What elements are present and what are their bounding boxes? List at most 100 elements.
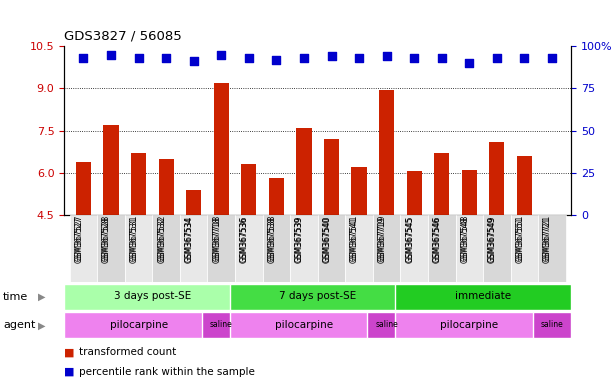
Point xyxy=(161,55,171,61)
Text: GSM367538: GSM367538 xyxy=(268,215,276,262)
Bar xyxy=(517,156,532,215)
FancyBboxPatch shape xyxy=(456,215,483,282)
Bar xyxy=(241,164,257,215)
Text: saline: saline xyxy=(210,320,233,329)
Text: GSM367528: GSM367528 xyxy=(102,217,111,263)
Text: ■: ■ xyxy=(64,367,75,377)
Bar xyxy=(351,167,367,215)
Text: GSM367540: GSM367540 xyxy=(323,215,332,262)
Bar xyxy=(406,171,422,215)
Text: GSM367545: GSM367545 xyxy=(405,217,414,263)
Point xyxy=(327,53,337,59)
Text: GSM367551: GSM367551 xyxy=(516,217,524,263)
FancyBboxPatch shape xyxy=(202,313,241,338)
FancyBboxPatch shape xyxy=(511,215,538,282)
Bar xyxy=(296,128,312,215)
Text: GSM367531: GSM367531 xyxy=(130,217,139,263)
FancyBboxPatch shape xyxy=(533,313,571,338)
FancyBboxPatch shape xyxy=(230,313,378,338)
Text: immediate: immediate xyxy=(455,291,511,301)
Text: GSM367541: GSM367541 xyxy=(350,215,359,262)
Text: GSM367528: GSM367528 xyxy=(102,215,111,261)
Text: GSM367532: GSM367532 xyxy=(157,217,166,263)
Bar xyxy=(76,162,91,215)
FancyBboxPatch shape xyxy=(373,215,400,282)
Text: GSM367718: GSM367718 xyxy=(212,215,221,261)
FancyBboxPatch shape xyxy=(428,215,456,282)
FancyBboxPatch shape xyxy=(64,313,213,338)
Text: GSM367536: GSM367536 xyxy=(240,215,249,262)
Text: GSM367548: GSM367548 xyxy=(460,217,469,263)
Point xyxy=(354,55,364,61)
Bar xyxy=(214,83,229,215)
Text: GSM367541: GSM367541 xyxy=(350,217,359,263)
Bar xyxy=(131,153,146,215)
Text: GSM367538: GSM367538 xyxy=(268,217,276,263)
Text: GSM367539: GSM367539 xyxy=(295,217,304,263)
FancyBboxPatch shape xyxy=(395,284,571,310)
Bar xyxy=(489,142,505,215)
Point xyxy=(271,56,281,63)
Text: GSM367539: GSM367539 xyxy=(295,215,304,262)
Text: agent: agent xyxy=(3,320,35,331)
Text: GDS3827 / 56085: GDS3827 / 56085 xyxy=(64,29,182,42)
Text: GSM367546: GSM367546 xyxy=(433,215,442,262)
Text: GSM367719: GSM367719 xyxy=(378,215,387,262)
Text: GSM367551: GSM367551 xyxy=(516,215,524,262)
Text: GSM367719: GSM367719 xyxy=(378,217,387,263)
FancyBboxPatch shape xyxy=(125,215,152,282)
Text: GSM367527: GSM367527 xyxy=(75,217,84,263)
FancyBboxPatch shape xyxy=(345,215,373,282)
FancyBboxPatch shape xyxy=(318,215,345,282)
Text: pilocarpine: pilocarpine xyxy=(441,320,499,330)
Text: GSM367534: GSM367534 xyxy=(185,215,194,262)
Bar xyxy=(103,125,119,215)
FancyBboxPatch shape xyxy=(64,284,241,310)
FancyBboxPatch shape xyxy=(395,313,544,338)
Text: ▶: ▶ xyxy=(38,320,45,331)
Bar xyxy=(379,90,394,215)
Point xyxy=(189,58,199,65)
Text: GSM367548: GSM367548 xyxy=(460,215,469,262)
Bar xyxy=(434,153,449,215)
FancyBboxPatch shape xyxy=(208,215,235,282)
Bar xyxy=(324,139,339,215)
Text: time: time xyxy=(3,291,28,302)
Text: saline: saline xyxy=(375,320,398,329)
Text: GSM367549: GSM367549 xyxy=(488,215,497,262)
Text: 3 days post-SE: 3 days post-SE xyxy=(114,291,191,301)
Point xyxy=(134,55,144,61)
FancyBboxPatch shape xyxy=(290,215,318,282)
Text: ■: ■ xyxy=(64,347,75,357)
Text: GSM367718: GSM367718 xyxy=(212,217,221,263)
Text: saline: saline xyxy=(541,320,563,329)
Text: GSM367545: GSM367545 xyxy=(405,215,414,262)
Point xyxy=(382,53,392,59)
Point xyxy=(464,60,474,66)
Point xyxy=(216,51,226,58)
FancyBboxPatch shape xyxy=(97,215,125,282)
Text: GSM367534: GSM367534 xyxy=(185,217,194,263)
Text: GSM367531: GSM367531 xyxy=(130,215,139,262)
Text: GSM367540: GSM367540 xyxy=(323,217,332,263)
FancyBboxPatch shape xyxy=(367,313,406,338)
Point xyxy=(106,51,116,58)
Text: pilocarpine: pilocarpine xyxy=(109,320,167,330)
FancyBboxPatch shape xyxy=(400,215,428,282)
Text: GSM367532: GSM367532 xyxy=(157,215,166,262)
Text: pilocarpine: pilocarpine xyxy=(275,320,333,330)
FancyBboxPatch shape xyxy=(263,215,290,282)
Text: GSM367536: GSM367536 xyxy=(240,217,249,263)
Text: 7 days post-SE: 7 days post-SE xyxy=(279,291,356,301)
Text: GSM367546: GSM367546 xyxy=(433,217,442,263)
Text: GSM367721: GSM367721 xyxy=(543,217,552,263)
Point xyxy=(244,55,254,61)
FancyBboxPatch shape xyxy=(483,215,511,282)
Bar xyxy=(462,170,477,215)
FancyBboxPatch shape xyxy=(230,284,406,310)
Text: GSM367549: GSM367549 xyxy=(488,217,497,263)
Point xyxy=(299,55,309,61)
Bar xyxy=(269,179,284,215)
Text: transformed count: transformed count xyxy=(79,347,177,357)
Bar xyxy=(186,190,201,215)
